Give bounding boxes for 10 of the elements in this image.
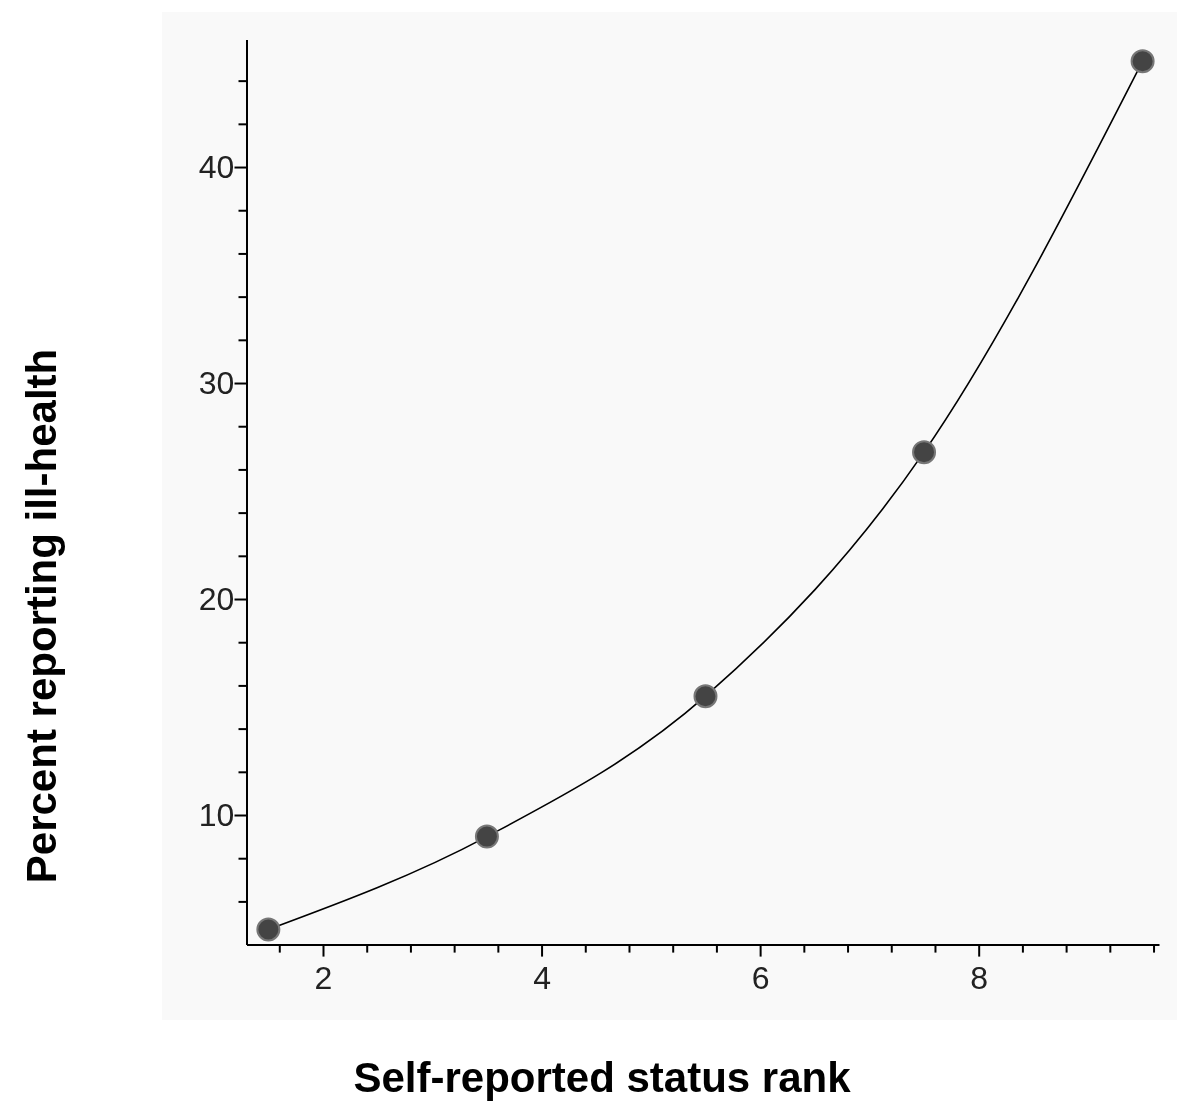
x-tick-label: 2 (314, 959, 333, 996)
y-tick-label: 40 (198, 148, 235, 185)
y-tick-label: 10 (198, 796, 235, 833)
x-tick-label: 8 (970, 959, 989, 996)
x-axis-title: Self-reported status rank (353, 1054, 852, 1101)
y-tick-label: 30 (198, 364, 235, 401)
x-tick-label: 4 (533, 959, 551, 996)
y-axis-title: Percent reporting ill-health (18, 348, 65, 884)
x-tick-label: 6 (751, 959, 770, 996)
y-tick-label: 20 (198, 580, 235, 617)
